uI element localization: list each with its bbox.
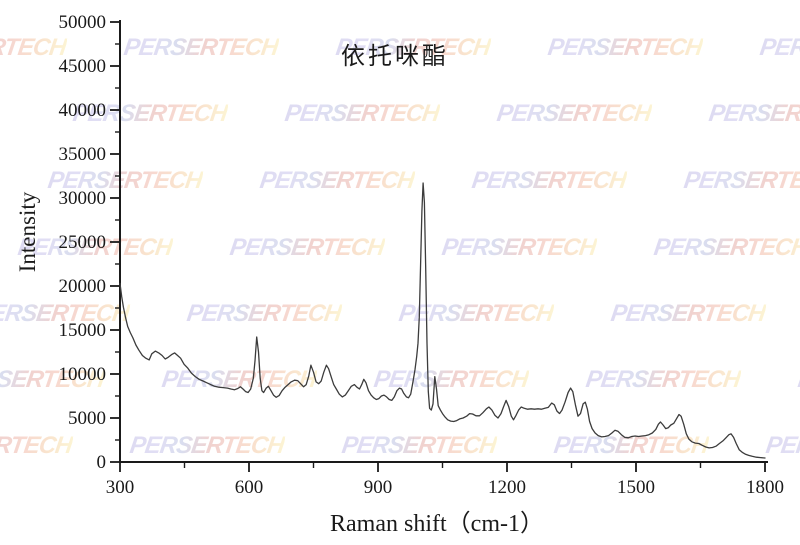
y-tick-label: 20000 — [59, 276, 107, 297]
x-tick-label: 600 — [235, 477, 264, 498]
y-tick-label: 30000 — [59, 188, 107, 209]
x-tick-label: 1500 — [617, 477, 655, 498]
y-tick-label: 5000 — [68, 408, 106, 429]
y-tick-label: 50000 — [59, 12, 107, 33]
y-tick-label: 0 — [97, 452, 107, 473]
x-tick-label: 1200 — [488, 477, 526, 498]
y-tick-label: 25000 — [59, 232, 107, 253]
y-tick-label: 40000 — [59, 100, 107, 121]
spectrum-line — [119, 182, 766, 459]
x-tick-label: 300 — [106, 477, 135, 498]
y-tick-label: 45000 — [59, 56, 107, 77]
y-tick-label: 10000 — [59, 364, 107, 385]
x-tick-label: 900 — [364, 477, 393, 498]
x-tick-label: 1800 — [746, 477, 784, 498]
chart-title: 依托咪酯 — [341, 44, 449, 70]
x-axis-label: Raman shift（cm-1） — [330, 511, 544, 537]
y-axis-label: Intensity — [15, 191, 40, 273]
y-tick-label: 15000 — [59, 320, 107, 341]
y-tick-label: 35000 — [59, 144, 107, 165]
